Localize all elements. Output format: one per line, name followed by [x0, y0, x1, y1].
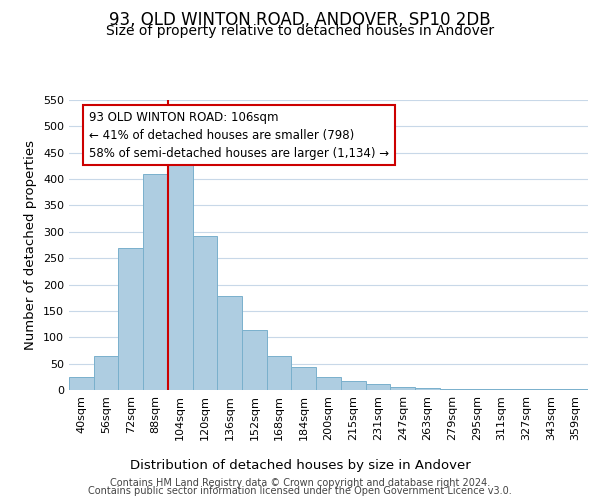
Bar	[267, 356, 292, 390]
Bar	[316, 377, 341, 390]
Bar	[94, 356, 118, 390]
Bar	[118, 248, 143, 390]
Text: Size of property relative to detached houses in Andover: Size of property relative to detached ho…	[106, 24, 494, 38]
Y-axis label: Number of detached properties: Number of detached properties	[25, 140, 37, 350]
Bar	[168, 150, 193, 390]
Bar	[341, 381, 365, 390]
Bar	[69, 377, 94, 390]
Bar	[292, 368, 316, 390]
Text: 93 OLD WINTON ROAD: 106sqm
← 41% of detached houses are smaller (798)
58% of sem: 93 OLD WINTON ROAD: 106sqm ← 41% of deta…	[89, 110, 389, 160]
Text: Contains public sector information licensed under the Open Government Licence v3: Contains public sector information licen…	[88, 486, 512, 496]
Bar	[242, 330, 267, 390]
Text: Contains HM Land Registry data © Crown copyright and database right 2024.: Contains HM Land Registry data © Crown c…	[110, 478, 490, 488]
Bar	[143, 174, 168, 390]
Bar	[193, 236, 217, 390]
Bar	[440, 389, 464, 390]
Bar	[365, 384, 390, 390]
Bar	[415, 388, 440, 390]
Bar	[390, 388, 415, 390]
Text: Distribution of detached houses by size in Andover: Distribution of detached houses by size …	[130, 460, 470, 472]
Text: 93, OLD WINTON ROAD, ANDOVER, SP10 2DB: 93, OLD WINTON ROAD, ANDOVER, SP10 2DB	[109, 11, 491, 29]
Bar	[217, 296, 242, 390]
